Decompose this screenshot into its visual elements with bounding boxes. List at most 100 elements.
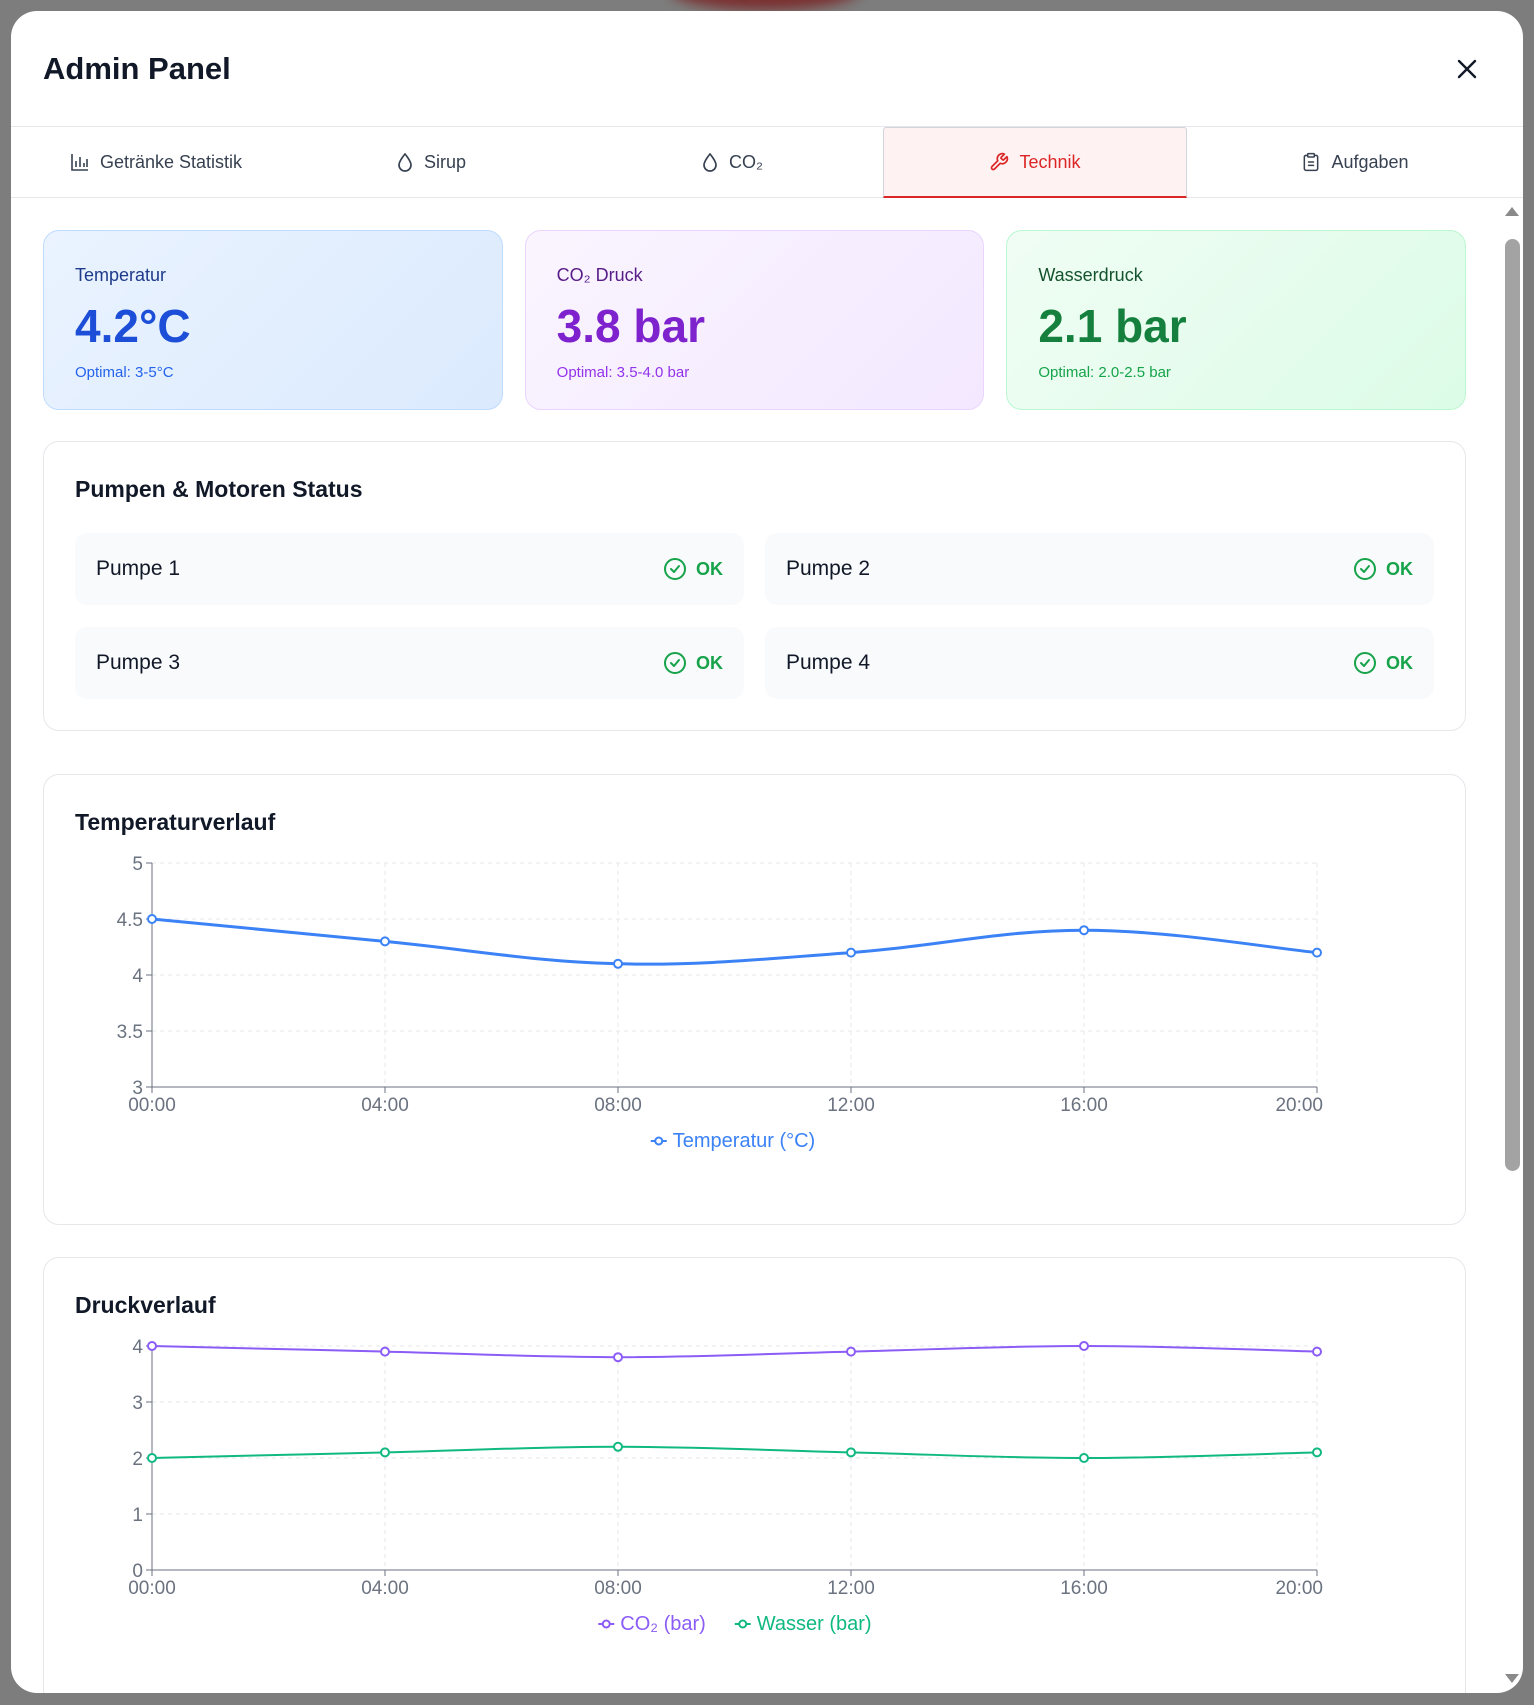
x-tick-label: 16:00 <box>1060 1578 1108 1599</box>
y-tick-label: 4.5 <box>117 910 143 931</box>
close-button[interactable] <box>1447 49 1487 89</box>
series-line <box>151 1344 1318 1359</box>
droplet-icon <box>701 152 719 172</box>
series-line <box>151 917 1318 966</box>
data-point <box>1312 1346 1322 1357</box>
x-tick-label: 12:00 <box>827 1578 875 1599</box>
data-point <box>1079 925 1089 936</box>
x-tick-label: 12:00 <box>827 1095 875 1116</box>
pump-name: Pumpe 2 <box>786 557 871 580</box>
y-tick-label: 2 <box>132 1449 143 1470</box>
x-tick-label: 04:00 <box>361 1578 409 1599</box>
metric-cards: Temperatur 4.2°C Optimal: 3-5°C CO₂ Druc… <box>43 230 1467 410</box>
data-point <box>1079 1341 1089 1351</box>
pump-status: OK <box>1353 557 1413 581</box>
legend-swatch-dot <box>654 1136 664 1146</box>
co2-pressure-value: 3.8 bar <box>556 300 705 352</box>
tab-co2[interactable]: CO₂ <box>581 127 883 197</box>
temperature-chart: 3 3.5 4 4.5 5 00:00 04:00 08:00 12:00 16:00 20:00 T… <box>117 854 1323 1152</box>
co2-pressure-card: CO₂ Druck 3.8 bar Optimal: 3.5-4.0 bar <box>524 230 985 410</box>
data-point <box>846 947 856 958</box>
pump-status: OK <box>663 557 723 581</box>
y-tick-label: 5 <box>132 854 143 875</box>
scrollbar[interactable] <box>1501 199 1521 1693</box>
y-tick-label: 1 <box>132 1505 143 1526</box>
x-tick-label: 20:00 <box>1275 1095 1323 1116</box>
scroll-down-arrow-icon[interactable] <box>1505 1674 1519 1683</box>
wrench-icon <box>989 152 1009 172</box>
x-tick-label: 08:00 <box>594 1095 642 1116</box>
water-pressure-value: 2.1 bar <box>1038 300 1187 352</box>
tab-sirup[interactable]: Sirup <box>281 127 581 197</box>
pump-status-label: OK <box>696 652 723 673</box>
co2-pressure-optimal: Optimal: 3.5-4.0 bar <box>556 364 690 381</box>
pump-status-label: OK <box>696 558 723 579</box>
water-pressure-card: Wasserdruck 2.1 bar Optimal: 2.0-2.5 bar <box>1006 230 1467 410</box>
pump-item: Pumpe 3 OK <box>75 627 744 699</box>
tab-aufgaben[interactable]: Aufgaben <box>1187 127 1523 197</box>
y-tick-label: 4 <box>132 1337 143 1358</box>
pump-item: Pumpe 1 OK <box>75 533 744 605</box>
pressure-chart-card: Druckverlauf 0 1 2 3 4 00:00 04:00 08:00 12:00 16… <box>43 1257 1466 1693</box>
data-point <box>1312 947 1322 958</box>
x-tick-label: 16:00 <box>1060 1095 1108 1116</box>
data-point <box>1312 1447 1322 1458</box>
modal-header: Admin Panel <box>11 11 1523 127</box>
series-0 <box>147 1341 1322 1363</box>
admin-modal: Admin Panel Getränke Statistik Sirup <box>11 11 1523 1693</box>
water-pressure-optimal: Optimal: 2.0-2.5 bar <box>1038 364 1171 381</box>
tab-getraenke-statistik[interactable]: Getränke Statistik <box>11 127 281 197</box>
pumps-status-card: Pumpen & Motoren Status Pumpe 1 OK Pumpe… <box>43 441 1466 731</box>
backdrop-decoration <box>670 0 860 10</box>
tab-label: Sirup <box>423 151 467 172</box>
legend-swatch-dot <box>738 1619 748 1629</box>
tab-technik[interactable]: Technik <box>883 127 1187 198</box>
pump-item: Pumpe 2 OK <box>765 533 1434 605</box>
legend-label: Temperatur (°C) <box>673 1130 815 1152</box>
temperature-optimal: Optimal: 3-5°C <box>75 364 174 381</box>
series-1 <box>147 1441 1322 1463</box>
y-tick-label: 4 <box>132 966 143 987</box>
droplet-icon <box>396 152 414 172</box>
legend-label: Wasser (bar) <box>757 1613 872 1635</box>
temperature-card: Temperatur 4.2°C Optimal: 3-5°C <box>43 230 503 410</box>
pump-name: Pumpe 3 <box>96 651 181 674</box>
scroll-up-arrow-icon[interactable] <box>1505 207 1519 216</box>
modal-title: Admin Panel <box>43 50 231 86</box>
pump-item: Pumpe 4 OK <box>765 627 1434 699</box>
pump-status: OK <box>663 651 723 675</box>
series-line <box>151 1445 1318 1460</box>
temperature-chart-card: Temperaturverlauf 3 3.5 4 4.5 5 00:00 04:00 08:… <box>43 774 1466 1225</box>
bar-chart-icon <box>70 152 90 172</box>
pump-status: OK <box>1353 651 1413 675</box>
data-point <box>380 1346 390 1357</box>
data-point <box>380 936 390 947</box>
tab-label: CO₂ <box>729 151 763 172</box>
data-point <box>846 1447 856 1458</box>
pump-name: Pumpe 4 <box>786 651 871 674</box>
scroll-thumb[interactable] <box>1505 239 1520 1171</box>
data-point <box>613 958 623 969</box>
data-point <box>1079 1453 1089 1463</box>
chart-grid <box>151 862 1318 1088</box>
tab-label: Aufgaben <box>1331 151 1409 172</box>
pumps-title: Pumpen & Motoren Status <box>75 476 363 502</box>
temperature-value: 4.2°C <box>75 300 191 352</box>
pump-status-label: OK <box>1386 652 1413 673</box>
pump-status-label: OK <box>1386 558 1413 579</box>
check-circle-icon <box>664 558 686 580</box>
y-tick-label: 0 <box>132 1561 143 1582</box>
legend-label: CO₂ (bar) <box>620 1613 706 1635</box>
x-tick-label: 04:00 <box>361 1095 409 1116</box>
x-tick-label: 08:00 <box>594 1578 642 1599</box>
legend-item: Temperatur (°C) <box>650 1130 815 1152</box>
x-tick-label: 00:00 <box>128 1095 176 1116</box>
temperature-label: Temperatur <box>75 265 167 285</box>
series-0 <box>147 914 1322 969</box>
tab-bar: Getränke Statistik Sirup CO₂ <box>11 127 1523 198</box>
x-tick-label: 00:00 <box>128 1578 176 1599</box>
pressure-chart: 0 1 2 3 4 00:00 04:00 08:00 12:00 16:00 20:00 CO₂ (… <box>128 1337 1323 1635</box>
data-point <box>147 914 157 924</box>
check-circle-icon <box>1354 652 1376 674</box>
water-pressure-label: Wasserdruck <box>1038 265 1143 285</box>
